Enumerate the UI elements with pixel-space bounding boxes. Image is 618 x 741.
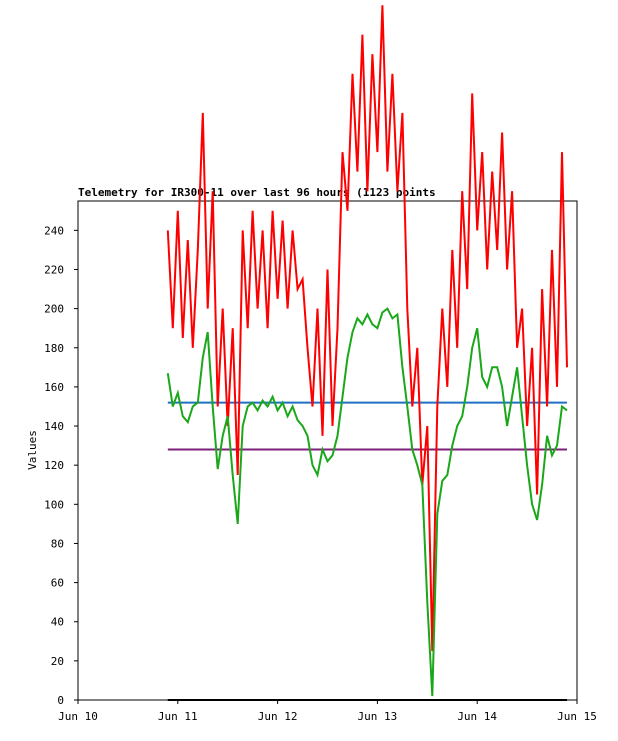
y-tick-label: 40 xyxy=(51,616,64,629)
y-tick-label: 80 xyxy=(51,537,64,550)
y-tick-label: 160 xyxy=(44,381,64,394)
y-tick-label: 20 xyxy=(51,655,64,668)
y-tick-label: 220 xyxy=(44,263,64,276)
chart-title: Telemetry for IR300-11 over last 96 hour… xyxy=(78,186,436,199)
y-tick-label: 60 xyxy=(51,577,64,590)
y-tick-label: 240 xyxy=(44,224,64,237)
x-tick-label: Jun 13 xyxy=(358,710,398,723)
series-line xyxy=(166,5,568,652)
y-tick-label: 180 xyxy=(44,342,64,355)
x-tick-label: Jun 10 xyxy=(58,710,98,723)
y-tick-label: 120 xyxy=(44,459,64,472)
y-axis-label: Values xyxy=(26,430,39,470)
y-tick-label: 100 xyxy=(44,498,64,511)
x-tick-label: Jun 15 xyxy=(557,710,597,723)
y-tick-label: 200 xyxy=(44,303,64,316)
x-tick-label: Jun 11 xyxy=(158,710,198,723)
y-tick-label: 140 xyxy=(44,420,64,433)
y-tick-label: 0 xyxy=(57,694,64,707)
x-tick-label: Jun 12 xyxy=(258,710,298,723)
x-tick-label: Jun 14 xyxy=(457,710,497,723)
series-line xyxy=(166,307,568,697)
